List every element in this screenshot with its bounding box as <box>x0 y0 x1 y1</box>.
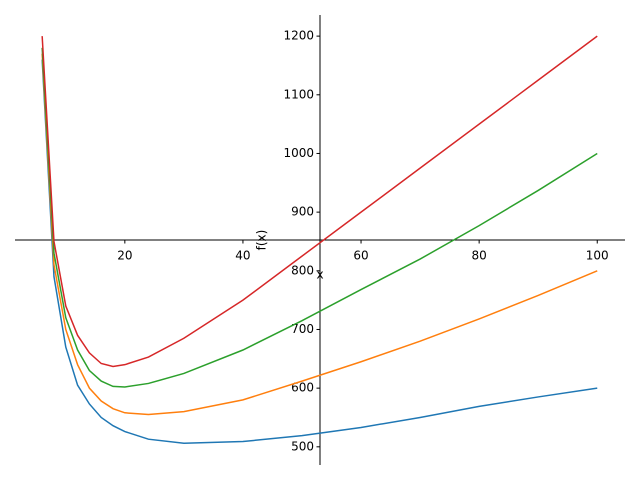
x-tick-label: 20 <box>117 249 132 263</box>
x-tick-label: 100 <box>586 249 609 263</box>
y-tick-label: 900 <box>291 205 314 219</box>
y-tick-label: 500 <box>291 439 314 453</box>
series-line <box>41 53 598 416</box>
series-line <box>41 59 598 445</box>
x-tick-label: 60 <box>353 249 368 263</box>
series-line <box>41 47 598 388</box>
y-tick-label: 1100 <box>283 87 314 101</box>
x-axis-label: x <box>316 268 323 282</box>
y-tick-label: 1000 <box>283 146 314 160</box>
y-tick-label: 1200 <box>283 29 314 43</box>
y-tick-label: 600 <box>291 381 314 395</box>
x-tick-label: 40 <box>235 249 250 263</box>
y-tick-label: 800 <box>291 263 314 277</box>
x-tick-label: 80 <box>472 249 487 263</box>
y-tick-label: 700 <box>291 322 314 336</box>
series-line <box>41 35 598 368</box>
y-axis-label: f(x) <box>255 230 269 251</box>
